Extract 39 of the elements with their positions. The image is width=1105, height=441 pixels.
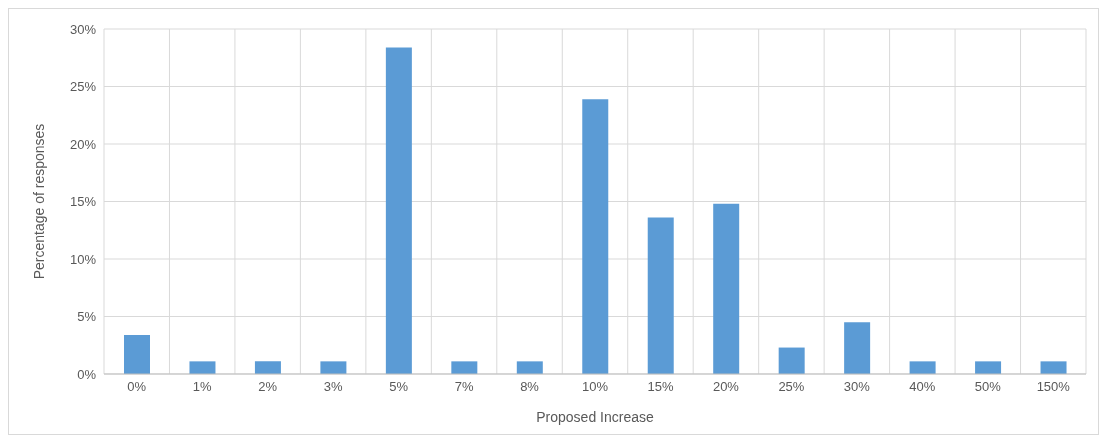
x-tick-label: 20% xyxy=(712,379,740,395)
bar xyxy=(1040,361,1067,374)
bar xyxy=(778,347,805,374)
x-tick-label: 3% xyxy=(323,379,343,395)
bar xyxy=(844,322,871,374)
x-tick-label: 8% xyxy=(520,379,540,395)
x-tick-label: 2% xyxy=(258,379,278,395)
bar xyxy=(909,361,936,374)
bar xyxy=(254,361,281,374)
bar xyxy=(124,334,150,374)
x-tick-label: 0% xyxy=(127,379,147,395)
x-tick-label: 50% xyxy=(974,379,1002,395)
bar xyxy=(713,203,740,374)
y-tick-label: 10% xyxy=(69,251,97,267)
y-tick-label: 15% xyxy=(69,194,97,210)
x-tick-label: 7% xyxy=(454,379,474,395)
y-tick-label: 20% xyxy=(69,136,97,152)
x-tick-label: 1% xyxy=(192,379,213,395)
x-tick-label: 25% xyxy=(778,379,805,395)
x-tick-label: 40% xyxy=(909,379,936,395)
x-tick-label: 10% xyxy=(581,379,609,395)
bar xyxy=(320,361,347,374)
x-tick-label: 5% xyxy=(389,379,409,395)
bar xyxy=(189,361,216,374)
y-tick-label: 5% xyxy=(77,309,97,325)
bar xyxy=(385,47,412,374)
bar xyxy=(451,361,478,374)
y-tick-label: 0% xyxy=(77,366,97,382)
x-tick-label: 30% xyxy=(843,379,871,395)
x-tick-label: 15% xyxy=(647,379,674,395)
bar xyxy=(516,361,543,374)
bar xyxy=(975,361,1002,374)
y-tick-label: 30% xyxy=(69,21,97,37)
y-tick-label: 25% xyxy=(69,79,97,95)
x-tick-label: 150% xyxy=(1036,379,1071,395)
x-axis-title: Proposed Increase xyxy=(536,409,654,425)
bar xyxy=(647,217,674,374)
bar xyxy=(582,99,609,374)
y-axis-title: Percentage of responses xyxy=(30,123,47,280)
